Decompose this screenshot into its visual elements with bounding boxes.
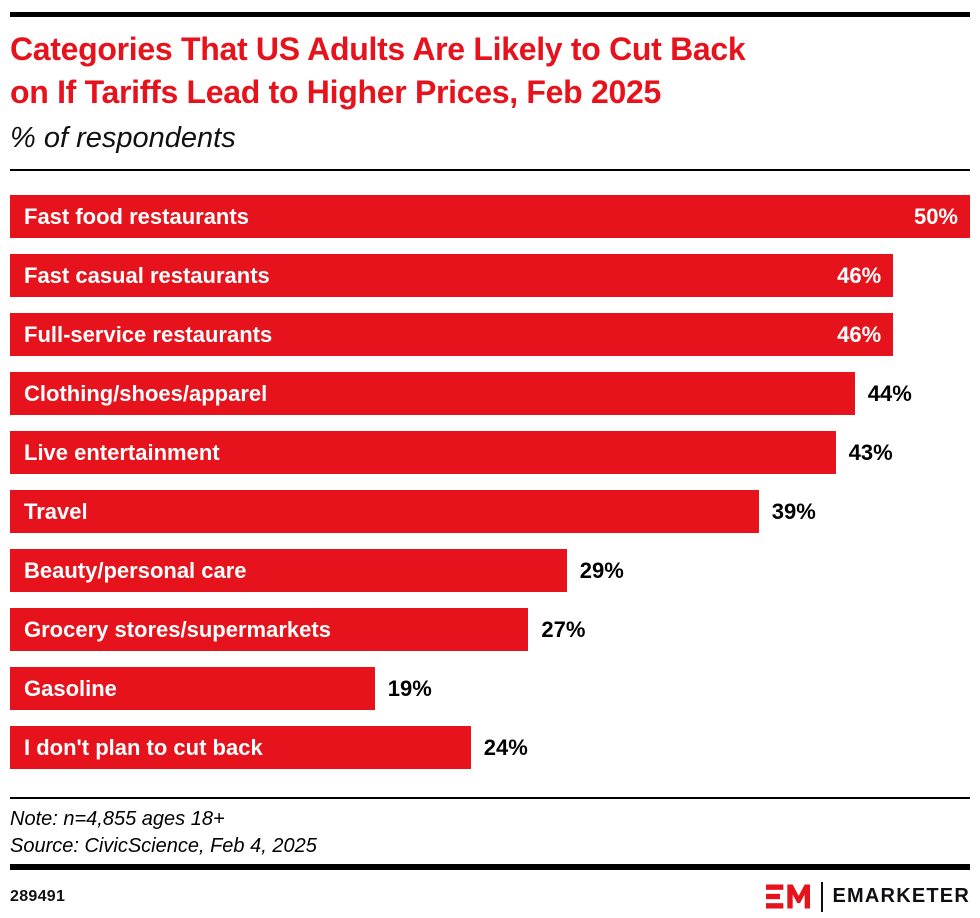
bar-row: Grocery stores/supermarkets 27% (10, 608, 970, 651)
footnote-divider (10, 797, 970, 799)
footer: 289491 EMARKETER (10, 881, 970, 912)
bar-category-label: Full-service restaurants (24, 321, 273, 347)
bars: Fast food restaurants 50% Fast casual rest… (10, 195, 970, 769)
footnote-source: Source: CivicScience, Feb 4, 2025 (10, 835, 317, 857)
bar-row: Beauty/personal care 29% (10, 549, 970, 592)
bar-value-label: 44% (867, 380, 912, 406)
bar-category-label: Travel (24, 498, 88, 524)
bar-value-label: 19% (387, 675, 432, 701)
bar-value-label: 50% (913, 203, 958, 229)
bar: Travel (10, 490, 759, 533)
bar-value-label: 24% (483, 734, 528, 760)
bar-row: I don't plan to cut back 24% (10, 726, 970, 769)
bar: Gasoline (10, 667, 375, 710)
bar: Clothing/shoes/apparel (10, 372, 855, 415)
bar: Live entertainment (10, 431, 836, 474)
bar-value-label: 39% (771, 498, 816, 524)
header-divider (10, 169, 970, 171)
bar-row: Fast food restaurants 50% (10, 195, 970, 238)
footnote: Note: n=4,855 ages 18+ Source: CivicScie… (10, 806, 970, 860)
bar-category-label: I don't plan to cut back (24, 734, 263, 760)
bar-category-label: Fast casual restaurants (24, 262, 270, 288)
bar: Fast casual restaurants 46% (10, 254, 894, 297)
bar-category-label: Beauty/personal care (24, 557, 247, 583)
emarketer-monogram-icon (765, 881, 810, 912)
chart-title-line1: Categories That US Adults Are Likely to … (10, 31, 746, 67)
bar-value-label: 46% (837, 321, 882, 347)
bar: Beauty/personal care (10, 549, 567, 592)
chart-title-line2: on If Tariffs Lead to Higher Prices, Feb… (10, 74, 661, 110)
bar-value-label: 29% (579, 557, 624, 583)
bottom-rule (10, 864, 970, 870)
emarketer-wordmark: EMARKETER (832, 885, 970, 907)
chart-id: 289491 (10, 887, 66, 905)
chart-title: Categories That US Adults Are Likely to … (10, 28, 970, 114)
bar: Full-service restaurants 46% (10, 313, 894, 356)
bar-value-label: 27% (541, 616, 586, 642)
bar-row: Live entertainment 43% (10, 431, 970, 474)
bar-value-label: 46% (837, 262, 882, 288)
bar-category-label: Live entertainment (24, 439, 220, 465)
bar-row: Travel 39% (10, 490, 970, 533)
bar: I don't plan to cut back (10, 726, 471, 769)
bar-category-label: Gasoline (24, 675, 117, 701)
bar-row: Full-service restaurants 46% (10, 313, 970, 356)
bar-value-label: 43% (848, 439, 893, 465)
bar: Fast food restaurants 50% (10, 195, 970, 238)
bar-row: Fast casual restaurants 46% (10, 254, 970, 297)
bar-category-label: Fast food restaurants (24, 203, 249, 229)
top-rule (10, 12, 970, 17)
emarketer-logo: EMARKETER (765, 881, 970, 912)
bar-category-label: Clothing/shoes/apparel (24, 380, 268, 406)
logo-divider (820, 881, 823, 912)
bar: Grocery stores/supermarkets (10, 608, 529, 651)
bar-row: Gasoline 19% (10, 667, 970, 710)
bar-category-label: Grocery stores/supermarkets (24, 616, 331, 642)
chart-subtitle: % of respondents (10, 122, 236, 154)
footnote-note: Note: n=4,855 ages 18+ (10, 808, 225, 830)
bar-row: Clothing/shoes/apparel 44% (10, 372, 970, 415)
